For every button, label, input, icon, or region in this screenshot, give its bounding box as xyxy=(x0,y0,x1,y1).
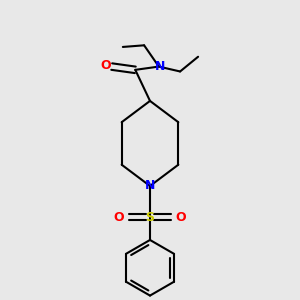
Text: N: N xyxy=(145,179,155,193)
Text: O: O xyxy=(114,211,124,224)
Text: O: O xyxy=(176,211,186,224)
Text: O: O xyxy=(100,59,111,72)
Text: S: S xyxy=(146,211,154,224)
Text: N: N xyxy=(155,60,166,73)
